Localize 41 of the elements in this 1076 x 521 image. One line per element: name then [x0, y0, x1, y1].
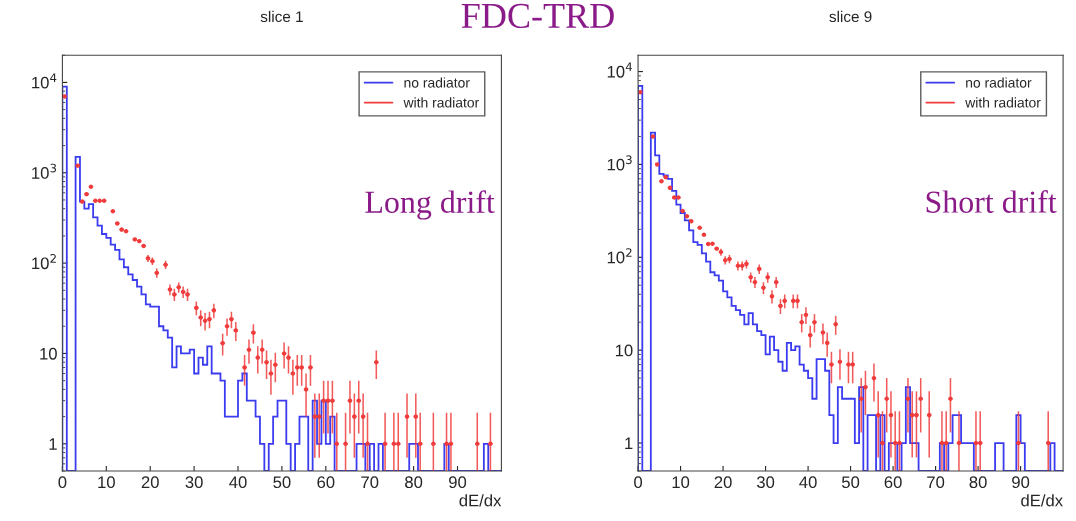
chart-title: slice 9: [829, 10, 872, 23]
x-tick-label: 60: [317, 476, 335, 489]
y-tick-label: 10$^{2}$: [607, 248, 632, 264]
x-tick-label: 10: [98, 476, 115, 489]
y-tick-label: 10$^{3}$: [32, 163, 57, 179]
x-tick-label: 20: [714, 476, 732, 489]
x-tick-label: 50: [273, 476, 291, 489]
x-tick-label: 20: [141, 476, 159, 489]
x-tick-label: 60: [884, 476, 902, 489]
y-tick-label: 10$^{4}$: [32, 73, 57, 89]
x-axis-title: dE/dx: [459, 494, 502, 507]
x-tick-label: 40: [799, 476, 817, 489]
x-tick-label: 70: [927, 476, 945, 489]
y-tick-label: 10: [615, 344, 633, 357]
x-tick-label: 80: [969, 476, 987, 489]
y-tick-label: 1: [625, 437, 633, 450]
x-tick-label: 0: [58, 476, 67, 489]
y-tick-label: 10: [40, 347, 57, 360]
x-tick-label: 30: [185, 476, 203, 489]
chart-title: slice 1: [260, 10, 303, 23]
y-tick-label: 1: [49, 438, 57, 450]
x-tick-label: 80: [405, 476, 423, 489]
annotation: Short drift: [926, 190, 1057, 213]
x-tick-label: 30: [756, 476, 775, 489]
text: FDC-TRD: [461, 3, 614, 29]
legend-label: with radiator: [965, 97, 1041, 108]
annotation: Long drift: [365, 190, 495, 220]
y-tick-label: 10$^{3}$: [607, 155, 632, 171]
legend-label: no radiator: [966, 77, 1032, 88]
x-axis-title: dE/dx: [1021, 494, 1063, 507]
legend-label: with radiator: [403, 97, 479, 108]
x-tick-label: 40: [229, 476, 247, 489]
x-tick-label: 90: [1012, 476, 1030, 489]
x-tick-label: 70: [361, 476, 379, 489]
x-tick-label: 50: [841, 476, 860, 489]
x-tick-label: 0: [634, 476, 643, 489]
x-tick-label: 90: [449, 476, 467, 489]
legend-label: no radiator: [404, 77, 470, 88]
y-tick-label: 10$^{4}$: [607, 62, 633, 78]
y-tick-label: 10$^{2}$: [32, 253, 56, 270]
x-tick-label: 10: [672, 476, 690, 489]
